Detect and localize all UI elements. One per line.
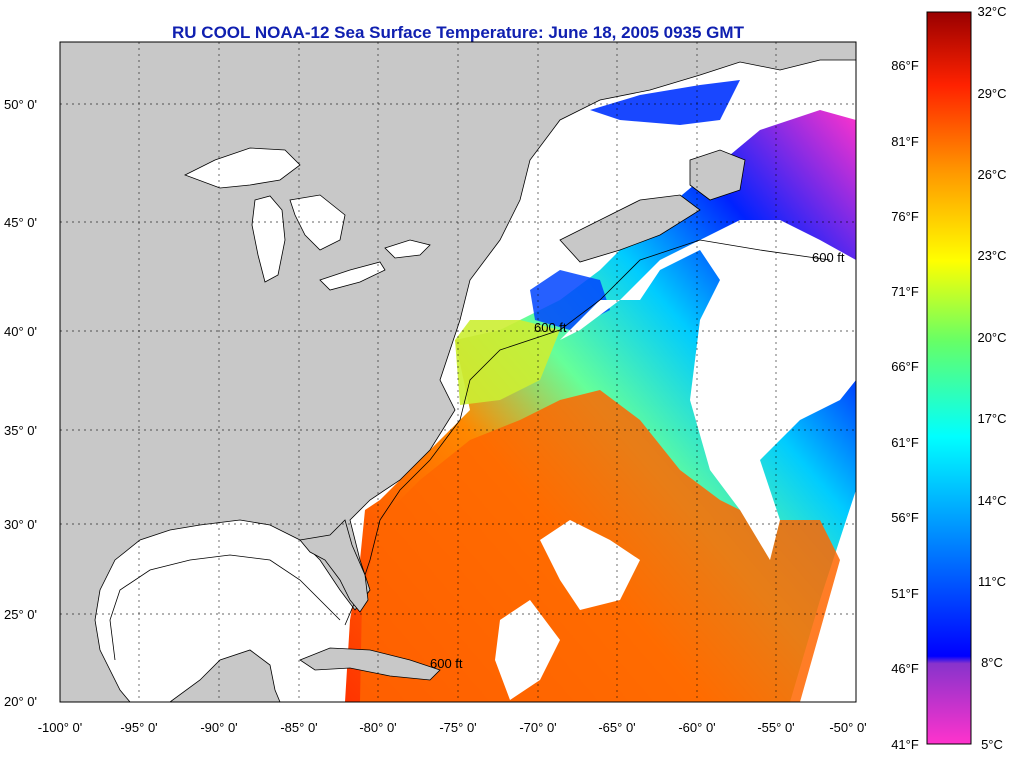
lon-label: -50° 0' bbox=[829, 720, 866, 735]
lon-label: -75° 0' bbox=[439, 720, 476, 735]
colorbar-tick-c: 32°C bbox=[977, 4, 1007, 19]
colorbar-tick-c: 8°C bbox=[981, 655, 1003, 670]
colorbar-tick-c: 14°C bbox=[977, 493, 1007, 508]
lon-label: -100° 0' bbox=[38, 720, 83, 735]
colorbar-tick-c: 26°C bbox=[977, 167, 1007, 182]
lon-label: -65° 0' bbox=[598, 720, 635, 735]
lon-label: -60° 0' bbox=[678, 720, 715, 735]
lake-michigan bbox=[251, 195, 286, 283]
shelf-water bbox=[455, 320, 560, 405]
lon-label: -80° 0' bbox=[359, 720, 396, 735]
lat-label: 20° 0' bbox=[4, 694, 37, 709]
colorbar-tick-f: 71°F bbox=[891, 284, 919, 299]
lon-label: -85° 0' bbox=[280, 720, 317, 735]
lake-erie bbox=[319, 261, 386, 291]
lat-label: 50° 0' bbox=[4, 97, 37, 112]
colorbar-tick-f: 66°F bbox=[891, 359, 919, 374]
lake-superior bbox=[183, 147, 301, 189]
colorbar-tick-c: 11°C bbox=[977, 574, 1007, 589]
colorbar-tick-c: 23°C bbox=[977, 248, 1007, 263]
maritimes-land bbox=[559, 194, 701, 263]
colorbar-tick-f: 61°F bbox=[891, 435, 919, 450]
colorbar-tick-f: 46°F bbox=[891, 661, 919, 676]
cold-water-north bbox=[590, 80, 740, 125]
lon-label: -55° 0' bbox=[757, 720, 794, 735]
yucatan-land bbox=[169, 649, 281, 702]
lat-label: 30° 0' bbox=[4, 517, 37, 532]
colorbar-tick-c: 29°C bbox=[977, 86, 1007, 101]
colorbar-tick-f: 86°F bbox=[891, 58, 919, 73]
colorbar-tick-c: 5°C bbox=[981, 737, 1003, 752]
colorbar-tick-f: 41°F bbox=[891, 737, 919, 752]
colorbar-tick-f: 56°F bbox=[891, 510, 919, 525]
colorbar-tick-f: 81°F bbox=[891, 134, 919, 149]
colorbar-tick-f: 76°F bbox=[891, 209, 919, 224]
isobath-label: 600 ft bbox=[430, 656, 463, 671]
lon-label: -70° 0' bbox=[519, 720, 556, 735]
colorbar-tick-c: 20°C bbox=[977, 330, 1007, 345]
lat-label: 45° 0' bbox=[4, 215, 37, 230]
lat-label: 25° 0' bbox=[4, 607, 37, 622]
colorbar-tick-f: 51°F bbox=[891, 586, 919, 601]
plot-frame bbox=[59, 41, 857, 703]
isobath-line bbox=[344, 239, 831, 626]
lat-label: 40° 0' bbox=[4, 324, 37, 339]
map-grid bbox=[60, 42, 856, 702]
colorbar-tick-c: 17°C bbox=[977, 411, 1007, 426]
lat-label: 35° 0' bbox=[4, 423, 37, 438]
lon-label: -90° 0' bbox=[200, 720, 237, 735]
lake-huron bbox=[289, 194, 346, 251]
lon-label: -95° 0' bbox=[120, 720, 157, 735]
cloud-mass-1 bbox=[560, 220, 856, 560]
isobath-label: 600 ft bbox=[534, 320, 567, 335]
cloud-mass-3 bbox=[495, 600, 560, 700]
lake-ontario bbox=[384, 239, 431, 259]
isobath-label: 600 ft bbox=[812, 250, 845, 265]
map-title: RU COOL NOAA-12 Sea Surface Temperature:… bbox=[172, 23, 744, 42]
cuba-land bbox=[299, 647, 441, 681]
newfoundland-land bbox=[689, 149, 746, 201]
isobath-gulf bbox=[109, 554, 341, 661]
colorbar bbox=[926, 11, 972, 745]
florida-land bbox=[299, 519, 369, 613]
cloud-mass-2 bbox=[540, 520, 640, 610]
